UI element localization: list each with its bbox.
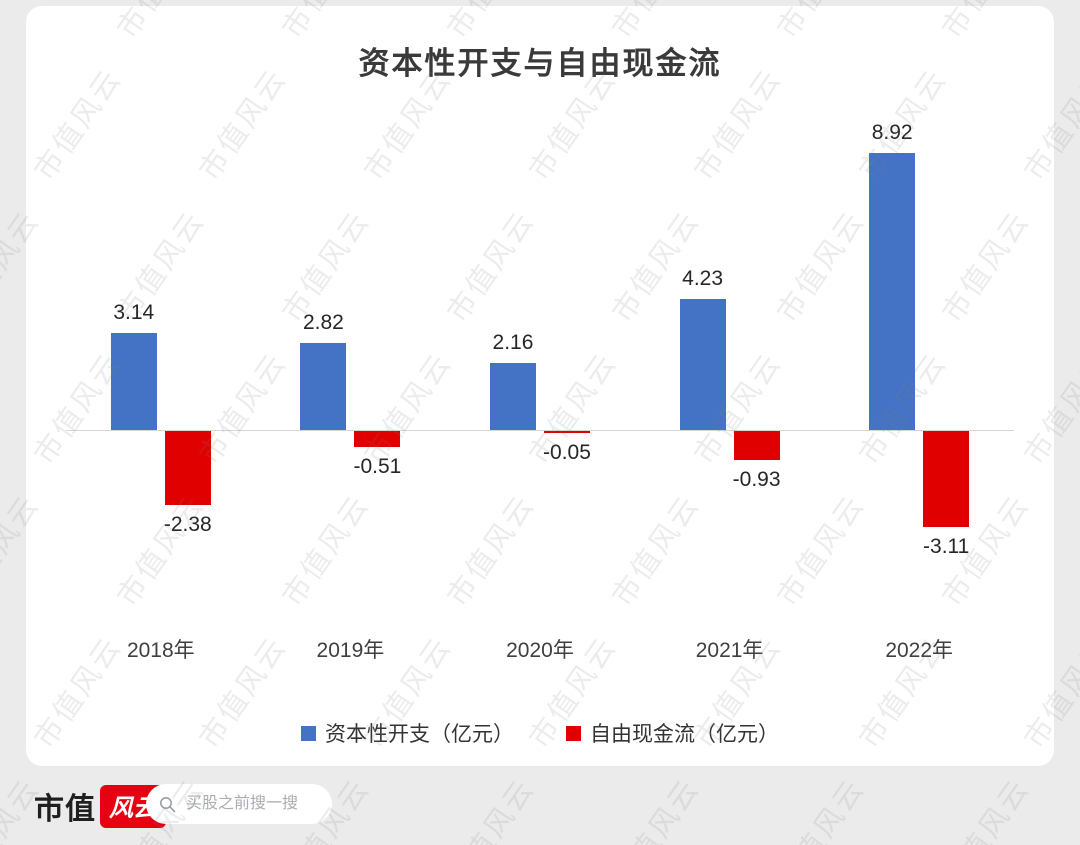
bar-group-2021年: 4.23 -0.93 2021年 [635,102,825,682]
bar-fcf: -0.93 [733,431,781,491]
x-axis-label: 2021年 [695,639,764,662]
bar-group-2018年: 3.14 -2.38 2018年 [66,102,256,682]
bar-group-2019年: 2.82 -0.51 2019年 [256,102,446,682]
x-axis-label: 2020年 [506,639,574,662]
chart-legend: 资本性开支（亿元） 自由现金流（亿元） [26,718,1054,748]
bar-value-label: -0.05 [543,441,591,464]
bar-capex: 8.92 [869,121,916,430]
legend-item-fcf: 自由现金流（亿元） [566,718,779,748]
x-axis-label: 2019年 [316,639,385,662]
bar-fcf: -3.11 [923,431,969,558]
search-input[interactable] [184,794,328,814]
legend-label-fcf: 自由现金流（亿元） [590,723,779,746]
bar-value-label: -3.11 [923,535,970,558]
bar-value-label: 2.16 [492,331,534,354]
chart-title: 资本性开支与自由现金流 [358,46,722,81]
search-icon [159,796,176,813]
chart-plot: 3.14 -2.38 2018年 2.82 -0.51 2019年 2.16 -0.05 202… [66,102,1014,682]
bar-value-label: 8.92 [871,121,913,144]
bar-group-2020年: 2.16 -0.05 2020年 [445,102,635,682]
bar-group-2022年: 8.92 -3.11 2022年 [824,102,1014,682]
bar-value-label: 4.23 [682,267,724,290]
x-axis-label: 2018年 [126,639,195,662]
legend-label-capex: 资本性开支（亿元） [325,723,514,746]
bar-groups: 3.14 -2.38 2018年 2.82 -0.51 2019年 2.16 -0.05 202… [66,102,1014,682]
brand-logo-text: 市值 [34,793,96,826]
bar-value-label: -2.38 [163,513,212,536]
legend-swatch-fcf [566,725,581,741]
legend-swatch-capex [301,725,316,741]
bar-fcf: -0.51 [353,431,401,478]
bar-value-label: 2.82 [302,311,344,334]
bar-capex: 4.23 [679,267,726,430]
x-axis-label: 2022年 [885,639,954,662]
search-box[interactable] [146,784,332,824]
bar-value-label: -0.93 [732,468,781,491]
bar-capex: 2.16 [489,331,536,430]
bar-capex: 3.14 [110,301,157,430]
legend-item-capex: 资本性开支（亿元） [301,718,514,748]
chart-card: 资本性开支与自由现金流 3.14 -2.38 2018年 2.82 -0.51 2019年… [26,6,1054,766]
bar-fcf: -2.38 [164,431,212,536]
bar-capex: 2.82 [300,311,347,430]
bar-fcf: -0.05 [543,431,591,464]
footer: 市值 风云 [0,770,1080,845]
zero-axis-line [66,430,1014,431]
bar-value-label: -0.51 [353,455,402,478]
bar-value-label: 3.14 [113,301,155,324]
